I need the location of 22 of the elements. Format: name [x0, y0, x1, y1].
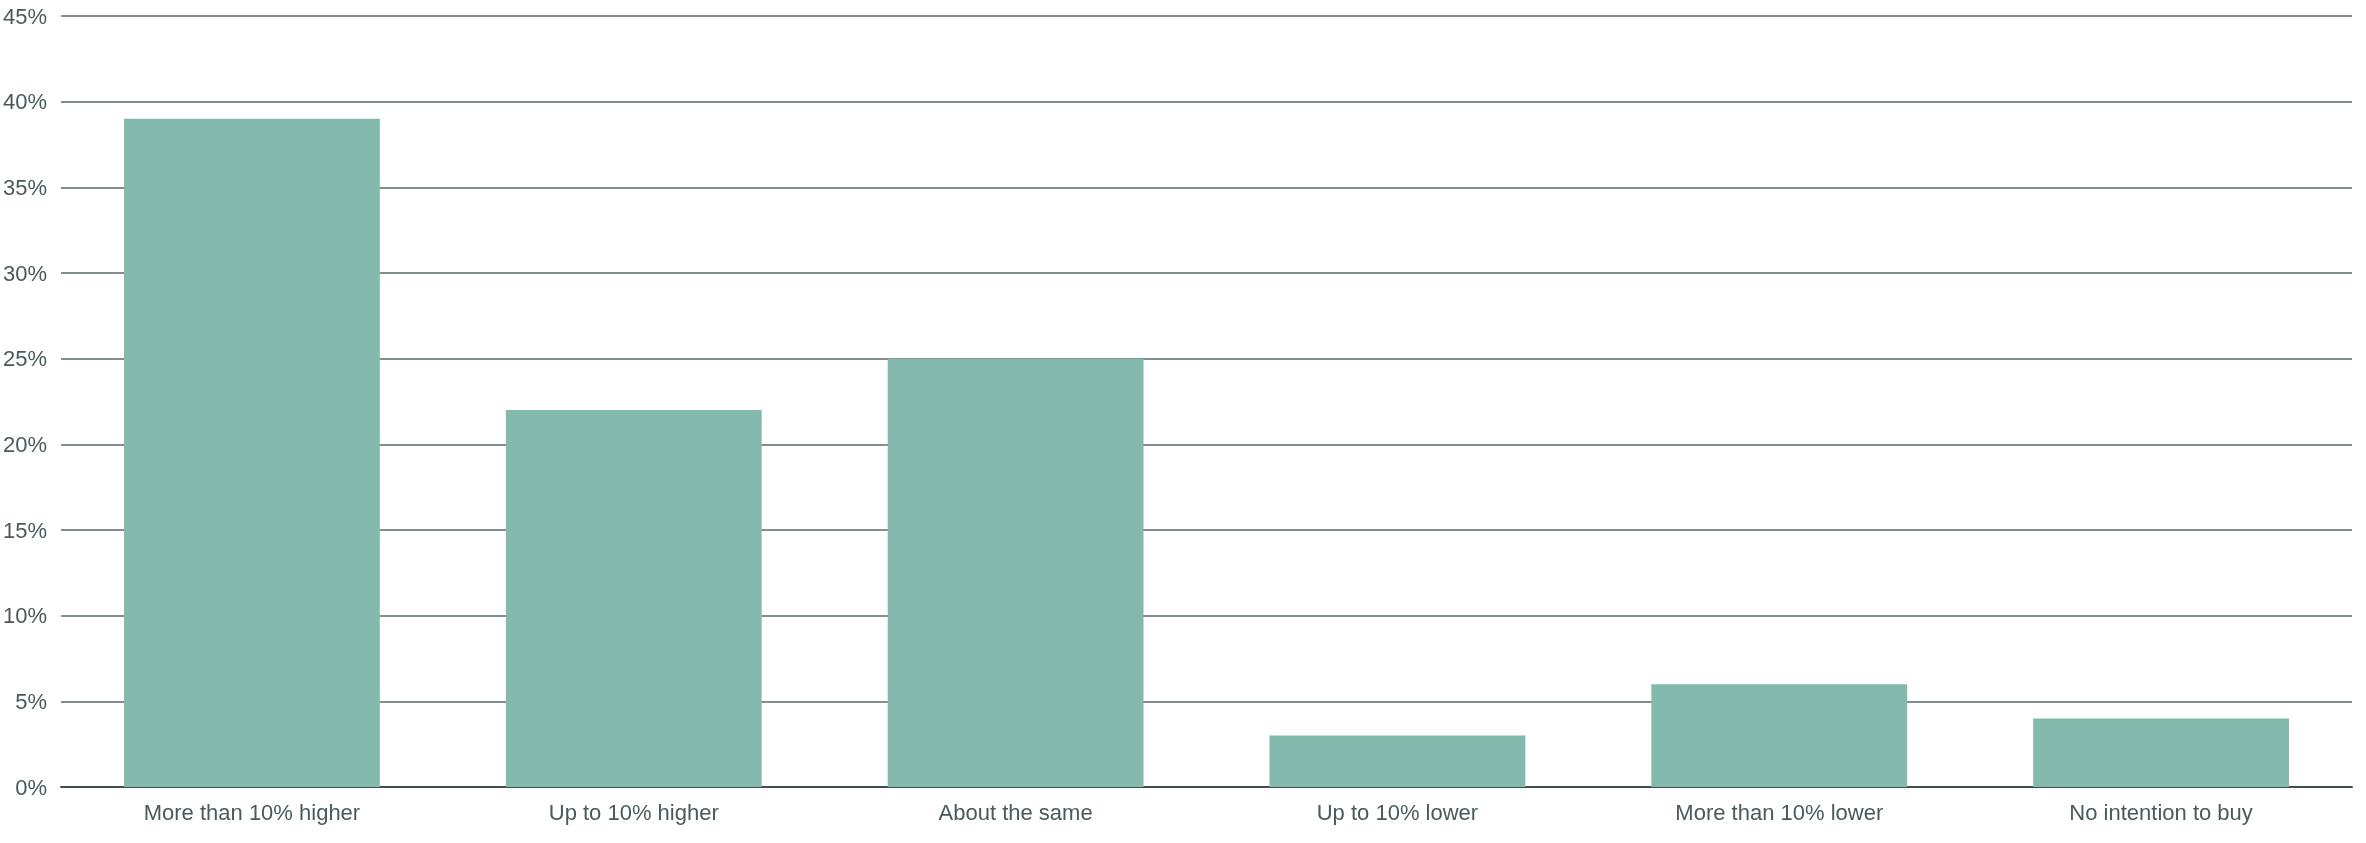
y-tick-label: 40% — [2, 89, 48, 115]
bar — [887, 358, 1144, 787]
y-tick-label: 45% — [2, 3, 48, 29]
bar — [1269, 735, 1526, 787]
y-tick-label: 5% — [15, 688, 48, 714]
x-tick-label: About the same — [938, 799, 1093, 825]
y-tick-label: 15% — [2, 517, 48, 543]
x-tick-label: Up to 10% higher — [548, 799, 719, 825]
bar — [2033, 718, 2289, 787]
y-tick-label: 20% — [2, 431, 48, 457]
y-tick-label: 25% — [2, 346, 48, 372]
x-tick-label: More than 10% lower — [1675, 799, 1884, 825]
x-tick-label: No intention to buy — [2069, 799, 2253, 825]
y-tick-label: 30% — [2, 260, 48, 286]
y-tick-label: 10% — [2, 603, 48, 629]
bar — [124, 118, 380, 787]
y-tick-label: 35% — [2, 174, 48, 200]
bar — [1651, 684, 1908, 787]
x-tick-label: More than 10% higher — [143, 799, 361, 825]
x-tick-label: Up to 10% lower — [1316, 799, 1479, 825]
bar — [505, 410, 762, 787]
y-tick-label: 0% — [15, 774, 48, 800]
